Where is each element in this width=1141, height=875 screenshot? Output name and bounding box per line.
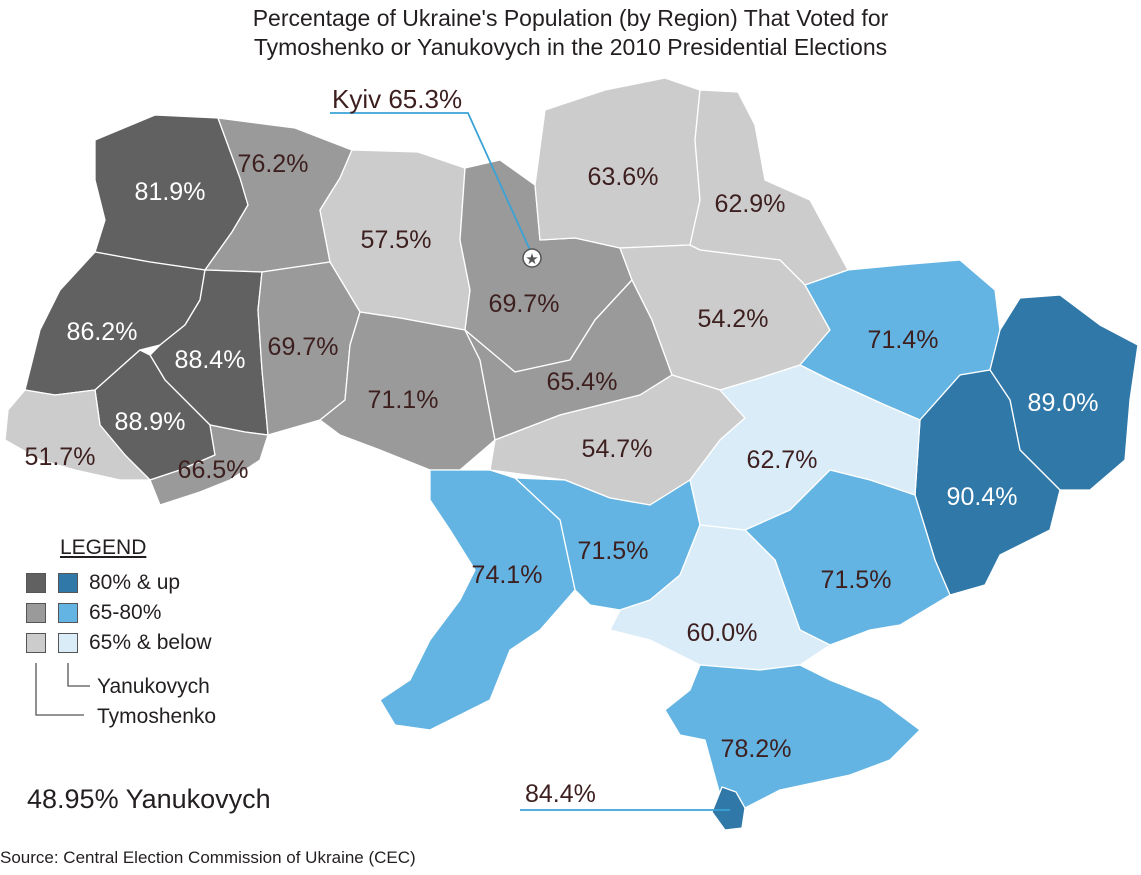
region-label-luhansk: 89.0% — [1028, 389, 1099, 417]
region-label-mykolaiv: 71.5% — [578, 537, 649, 565]
region-label-kyiv-oblast: 69.7% — [489, 290, 560, 318]
legend-title: LEGEND — [60, 536, 147, 559]
legend-label-low: 65% & below — [89, 631, 212, 654]
sevastopol-callout-label: 84.4% — [525, 780, 596, 808]
region-odesa — [379, 469, 576, 731]
legend-swatch-tymoshenko-high — [26, 573, 46, 593]
legend-swatch-yanukovych-low — [58, 633, 78, 653]
region-label-lviv: 86.2% — [67, 318, 138, 346]
region-label-cherkasy: 65.4% — [547, 368, 618, 396]
region-label-chernihiv: 63.6% — [588, 163, 659, 191]
region-label-odesa: 74.1% — [472, 561, 543, 589]
legend-label-high: 80% & up — [89, 571, 181, 594]
legend-tymoshenko-label: Tymoshenko — [97, 705, 217, 728]
region-label-crimea: 78.2% — [721, 735, 792, 763]
region-label-rivne: 76.2% — [238, 150, 309, 178]
region-label-kherson: 60.0% — [687, 619, 758, 647]
region-label-poltava: 54.2% — [698, 305, 769, 333]
region-label-chernivtsi: 66.5% — [178, 456, 249, 484]
legend-swatch-tymoshenko-low — [26, 633, 46, 653]
region-label-zakarpattia: 51.7% — [25, 443, 96, 471]
region-sevastopol — [711, 786, 746, 831]
region-label-vinnytsia: 71.1% — [368, 386, 439, 414]
kyiv-city-marker — [522, 248, 542, 268]
source-note: Source: Central Election Commission of U… — [0, 848, 416, 867]
region-labels: 81.9% 76.2% 57.5% 69.7% 63.6% 62.9% 86.2% 88.4%… — [25, 150, 1099, 763]
legend-yanukovych-connector — [67, 663, 90, 687]
region-label-khmelnytskyi: 69.7% — [268, 333, 339, 361]
region-label-dnipropetrovsk: 62.7% — [747, 446, 818, 474]
region-label-kharkiv: 71.4% — [868, 326, 939, 354]
legend-tymoshenko-connector — [35, 663, 84, 716]
overall-result: 48.95% Yanukovych — [27, 784, 271, 814]
region-label-ivano-frankivsk: 88.9% — [115, 408, 186, 436]
kyiv-callout-line — [330, 112, 531, 251]
region-zakarpattia — [4, 389, 151, 481]
region-chernivtsi — [149, 424, 269, 506]
region-label-zaporizhzhia: 71.5% — [821, 566, 892, 594]
legend-swatch-tymoshenko-mid — [26, 603, 46, 623]
region-label-zhytomyr: 57.5% — [361, 226, 432, 254]
legend-label-mid: 65-80% — [89, 601, 162, 624]
legend-swatch-yanukovych-high — [58, 573, 78, 593]
region-label-kirovohrad: 54.7% — [582, 435, 653, 463]
map-title-line1: Percentage of Ukraine's Population (by R… — [252, 5, 889, 31]
region-label-volyn: 81.9% — [135, 178, 206, 206]
region-crimea — [664, 664, 921, 809]
legend-yanukovych-label: Yanukovych — [97, 675, 210, 698]
region-label-ternopil: 88.4% — [175, 346, 246, 374]
region-label-donetsk: 90.4% — [947, 483, 1018, 511]
map-title: Percentage of Ukraine's Population (by R… — [0, 4, 1141, 62]
kyiv-callout-label: Kyiv 65.3% — [332, 84, 463, 114]
map-title-line2: Tymoshenko or Yanukovych in the 2010 Pre… — [253, 34, 888, 60]
legend-swatch-yanukovych-mid — [58, 603, 78, 623]
region-label-sumy: 62.9% — [715, 190, 786, 218]
kyiv-star-icon: ★ — [525, 250, 538, 268]
